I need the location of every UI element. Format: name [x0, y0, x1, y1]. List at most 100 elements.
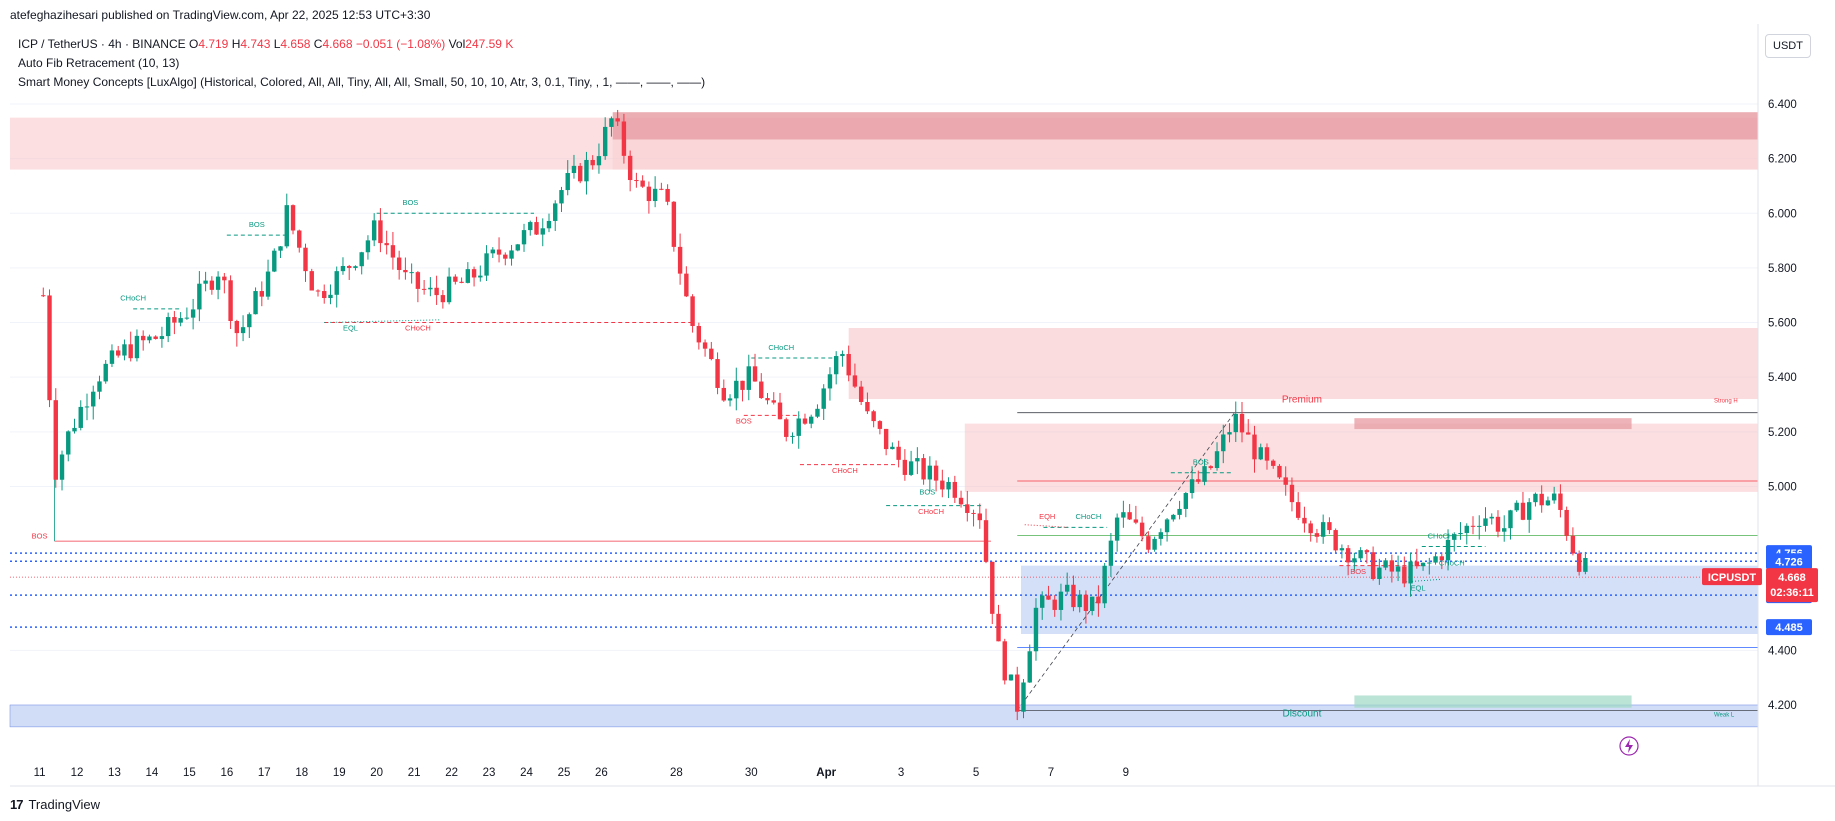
candle-body	[1551, 493, 1557, 501]
candle-body	[215, 276, 221, 290]
candle-body	[890, 446, 895, 450]
candle-body	[1526, 502, 1532, 520]
candle-body	[709, 348, 714, 360]
candle-body	[1164, 519, 1170, 533]
candle-body	[465, 269, 471, 283]
candle-body	[240, 327, 246, 334]
candle-body	[109, 350, 115, 364]
candle-body	[852, 375, 858, 387]
structure-label: CHoCH	[918, 507, 944, 516]
candle-body	[1489, 516, 1494, 519]
candle-body	[484, 253, 489, 276]
flash-icon-bolt	[1625, 739, 1633, 753]
x-tick-label: 26	[595, 767, 608, 779]
candle-body	[1027, 651, 1032, 683]
candle-body	[278, 246, 283, 251]
x-tick-label: 22	[445, 767, 458, 779]
indicator-fib[interactable]: Auto Fib Retracement (10, 13)	[18, 56, 180, 70]
structure-label: BOS	[402, 198, 418, 207]
current-price-text: 4.668	[1778, 572, 1806, 584]
y-tick-label: 6.000	[1768, 208, 1797, 220]
candle-body	[53, 400, 58, 480]
candle-body	[1233, 413, 1238, 433]
candle-body	[59, 454, 65, 480]
footer-brand[interactable]: TradingView	[28, 797, 101, 812]
candle-body	[178, 318, 183, 323]
y-tick-label: 5.400	[1768, 372, 1797, 384]
candle-body	[272, 250, 277, 272]
x-tick-label: 28	[670, 767, 683, 779]
candle-body	[297, 230, 302, 248]
x-tick-label: 14	[146, 767, 159, 779]
candle-body	[334, 271, 339, 295]
candle-body	[190, 309, 196, 318]
candle-body	[153, 336, 158, 339]
candle-body	[91, 391, 96, 407]
structure-label: BOS	[919, 488, 935, 497]
candle-body	[796, 418, 801, 436]
supply-zone	[1354, 418, 1632, 430]
candle-body	[1071, 584, 1076, 608]
candle-body	[777, 402, 783, 420]
low-value: 4.658	[280, 37, 311, 51]
candle-body	[702, 342, 708, 349]
candle-body	[315, 290, 321, 292]
candle-body	[1520, 502, 1526, 520]
candle-body	[184, 317, 190, 319]
candle-body	[1183, 493, 1189, 509]
candle-body	[1264, 447, 1270, 461]
countdown-text: 02:36:11	[1770, 587, 1813, 599]
price-tag-text: 4.485	[1775, 622, 1803, 634]
demand-zone	[1354, 695, 1632, 708]
candle-body	[1539, 493, 1544, 506]
indicator-smc[interactable]: Smart Money Concepts [LuxAlgo] (Historic…	[18, 75, 706, 89]
x-tick-label: 7	[1048, 767, 1054, 779]
currency-button[interactable]: USDT	[1765, 34, 1811, 58]
candle-body	[996, 613, 1001, 642]
candle-body	[565, 173, 570, 191]
x-tick-label: 25	[558, 767, 571, 779]
x-tick-label: 3	[898, 767, 904, 779]
supply-zone	[964, 423, 1758, 492]
candle-body	[1214, 451, 1220, 469]
structure-label: EQH	[1039, 512, 1055, 521]
candle-body	[1470, 525, 1476, 527]
candle-body	[896, 446, 901, 460]
candle-body	[1133, 519, 1139, 523]
supply-zone	[612, 112, 1758, 140]
candle-body	[290, 205, 296, 231]
candle-body	[453, 276, 458, 282]
zones	[9, 112, 1759, 728]
candle-body	[1177, 508, 1182, 515]
candle-body	[1271, 460, 1276, 466]
candle-body	[1477, 525, 1482, 527]
candle-body	[1389, 560, 1395, 572]
candle-body	[1246, 432, 1251, 435]
supply-zone	[848, 328, 1758, 400]
candle-body	[1127, 512, 1132, 520]
candle-body	[765, 398, 770, 401]
candle-body	[740, 380, 745, 390]
close-value: 4.668	[322, 37, 353, 51]
candle-body	[1370, 552, 1376, 580]
candle-body	[1308, 523, 1313, 534]
supply-zone	[612, 139, 1758, 170]
candle-body	[66, 431, 71, 455]
symbol-tag	[1702, 568, 1762, 586]
structure-label: EQL	[343, 324, 358, 333]
candle-body	[253, 291, 258, 315]
zone-label: Premium	[1282, 395, 1322, 406]
candle-body	[1458, 532, 1463, 535]
ohlc-row: ICP / TetherUS · 4h · BINANCE O4.719 H4.…	[18, 37, 514, 51]
price-tag-text: 4.726	[1775, 556, 1803, 568]
symbol-label[interactable]: ICP / TetherUS · 4h · BINANCE	[18, 37, 186, 51]
candles	[41, 109, 1588, 721]
candle-body	[1102, 565, 1107, 604]
candle-body	[1040, 595, 1045, 608]
candle-body	[671, 201, 677, 247]
y-tick-label: 5.600	[1768, 318, 1797, 330]
current-price-tag	[1766, 568, 1818, 603]
fib-trend-line	[1016, 412, 1235, 711]
candle-body	[490, 249, 496, 254]
